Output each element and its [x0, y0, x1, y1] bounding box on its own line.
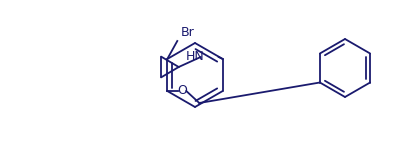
- Text: O: O: [177, 84, 187, 98]
- Text: Br: Br: [180, 26, 194, 39]
- Text: HN: HN: [186, 51, 205, 63]
